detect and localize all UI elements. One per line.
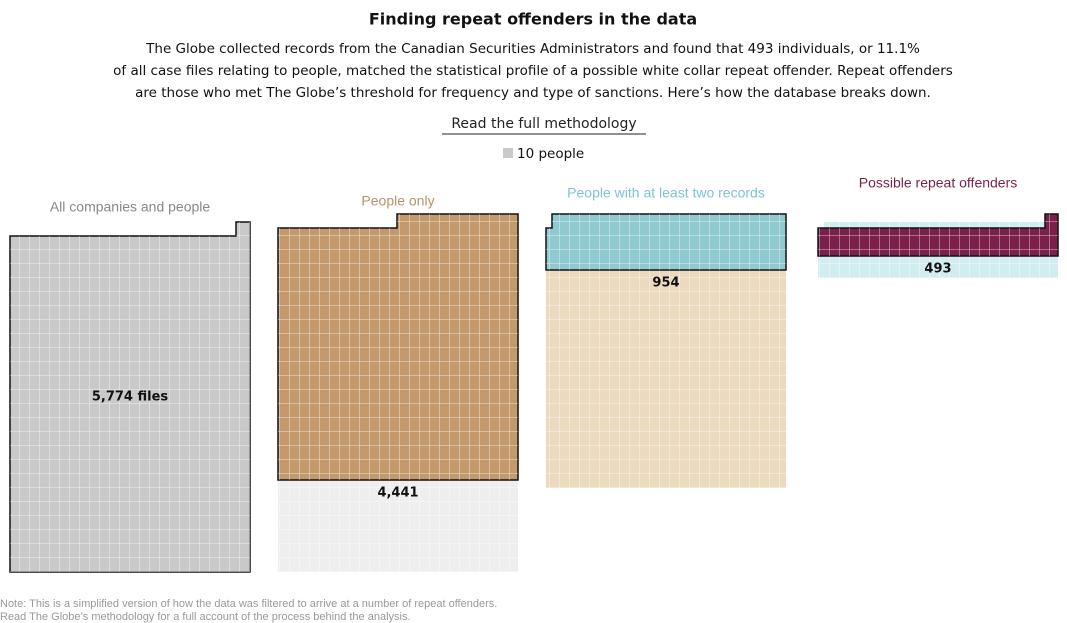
subtitle-line: are those who met The Globe’s threshold …	[135, 85, 931, 101]
subtitle-line: The Globe collected records from the Can…	[145, 41, 920, 57]
note: Note: This is a simplified version of ho…	[0, 598, 497, 610]
value-label: 5,774 files	[92, 390, 169, 405]
value-label: 954	[652, 276, 679, 291]
value-label: 4,441	[377, 486, 418, 501]
value-label: 493	[924, 262, 951, 277]
waffle-grid	[10, 222, 250, 572]
legend-label: 10 people	[517, 146, 584, 162]
chart-title: Finding repeat offenders in the data	[369, 10, 697, 29]
waffle-grid	[546, 214, 786, 270]
category-label: People only	[361, 193, 434, 209]
methodology-link[interactable]: Read the full methodology	[451, 116, 636, 132]
subtitle-line: of all case files relating to people, ma…	[113, 63, 953, 79]
legend-swatch	[503, 148, 513, 158]
category-label: All companies and people	[50, 199, 211, 215]
note: Read The Globe’s methodology for a full …	[0, 611, 411, 623]
waffle-grid	[818, 214, 1058, 256]
category-label: People with at least two records	[567, 185, 765, 201]
waffle-grid	[278, 214, 518, 480]
category-label: Possible repeat offenders	[859, 175, 1018, 191]
ghost-grid	[546, 222, 786, 488]
